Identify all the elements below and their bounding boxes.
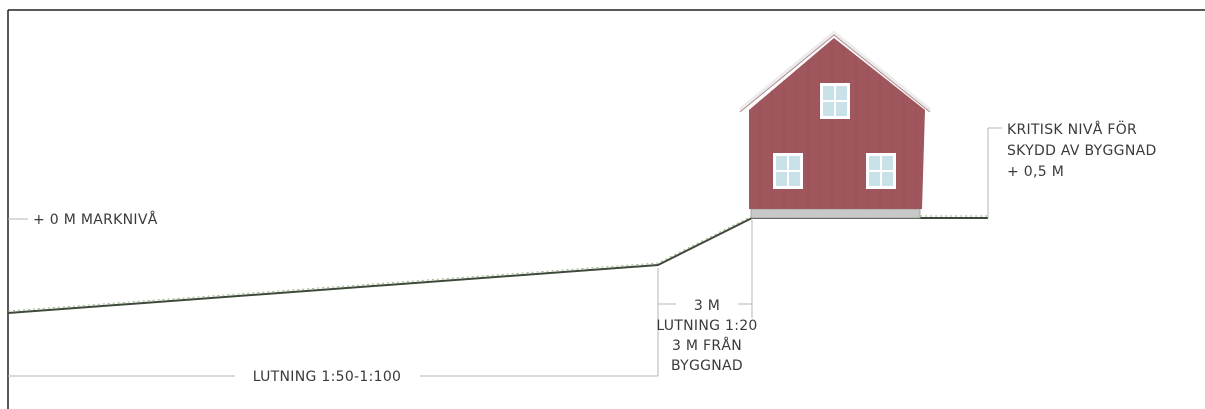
- house-roof-edge: [739, 34, 931, 113]
- slope-near-label-line1: LUTNING 1:20: [656, 318, 757, 334]
- distance-label: 3 M: [694, 298, 720, 314]
- critical-level-label-line3: + 0,5 M: [1007, 164, 1064, 180]
- terrain-line: [7, 217, 988, 314]
- terrain-grass: [7, 215, 988, 312]
- window-right: [866, 153, 896, 189]
- window-left: [773, 153, 803, 189]
- ground-level-label: + 0 M MARKNIVÅ: [33, 211, 158, 228]
- house-plinth: [750, 208, 921, 219]
- window-attic: [820, 83, 850, 119]
- slope-near-label-line2: 3 M FRÅN: [672, 337, 742, 354]
- critical-level-label-line2: SKYDD AV BYGGNAD: [1007, 143, 1157, 159]
- critical-level-label-line1: KRITISK NIVÅ FÖR: [1007, 120, 1137, 138]
- house: [738, 30, 932, 219]
- house-roof: [738, 30, 932, 112]
- slope-far-label: LUTNING 1:50-1:100: [253, 369, 402, 385]
- slope-near-label-line3: BYGGNAD: [671, 358, 743, 374]
